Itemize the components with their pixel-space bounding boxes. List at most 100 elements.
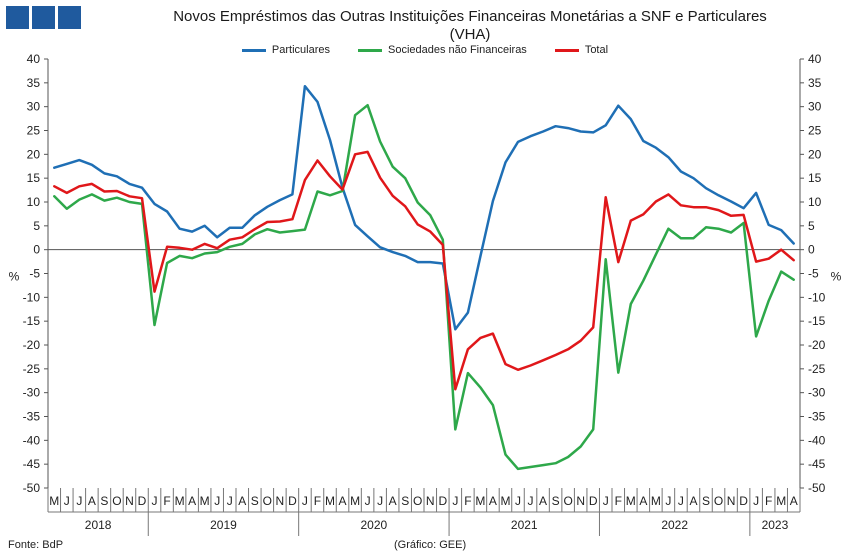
month-tick-label: S [401, 494, 409, 508]
series-line-1 [53, 103, 795, 471]
month-tick-label: J [152, 494, 158, 508]
logo-square [32, 6, 55, 29]
y-tick-label-right: -30 [808, 386, 826, 400]
legend-swatch-total [554, 48, 579, 52]
month-tick-label: J [452, 494, 458, 508]
y-tick-label-right: 35 [808, 76, 822, 90]
month-tick-label: M [651, 494, 661, 508]
y-tick-label-left: -45 [23, 457, 41, 471]
series-line-2 [53, 150, 795, 391]
month-tick-label: J [365, 494, 371, 508]
month-tick-label: O [563, 494, 572, 508]
month-tick-label: J [603, 494, 609, 508]
month-tick-label: A [790, 494, 798, 508]
y-tick-label-left: -30 [23, 386, 41, 400]
year-label: 2023 [762, 518, 789, 532]
y-tick-label-left: 20 [27, 147, 41, 161]
month-tick-label: O [714, 494, 723, 508]
y-tick-label-left: 10 [27, 195, 41, 209]
month-tick-label: O [112, 494, 121, 508]
month-tick-label: A [489, 494, 497, 508]
chart-credit: (Gráfico: GEE) [394, 539, 467, 551]
y-tick-label-left: 35 [27, 76, 41, 90]
legend-label-particulares: Particulares [271, 44, 330, 56]
y-tick-label-right: 5 [808, 219, 815, 233]
month-tick-label: S [702, 494, 710, 508]
month-tick-label: D [438, 494, 447, 508]
month-tick-label: J [302, 494, 308, 508]
y-tick-label-right: -35 [808, 410, 826, 424]
logo-square [58, 6, 81, 29]
legend-label-snf: Sociedades não Financeiras [388, 44, 527, 56]
month-tick-label: M [500, 494, 510, 508]
month-tick-label: N [276, 494, 285, 508]
y-tick-label-left: 5 [33, 219, 40, 233]
month-tick-label: S [100, 494, 108, 508]
chart-title: Novos Empréstimos das Outras Instituiçõe… [90, 8, 850, 44]
chart-title-line1: Novos Empréstimos das Outras Instituiçõe… [173, 8, 767, 25]
month-tick-label: M [200, 494, 210, 508]
y-tick-label-right: -45 [808, 457, 826, 471]
year-label: 2021 [511, 518, 538, 532]
month-tick-label: J [214, 494, 220, 508]
month-tick-label: J [515, 494, 521, 508]
chart-title-line2: (VHA) [449, 26, 491, 43]
month-tick-label: J [528, 494, 534, 508]
y-axis-label-right: % [831, 270, 842, 284]
month-tick-label: S [552, 494, 560, 508]
y-tick-label-right: -50 [808, 481, 826, 495]
month-tick-label: N [426, 494, 435, 508]
month-tick-label: M [626, 494, 636, 508]
month-tick-label: F [163, 494, 170, 508]
legend-item-particulares: Particulares [241, 44, 330, 56]
month-tick-label: F [464, 494, 471, 508]
source-note: Fonte: BdP [8, 539, 64, 551]
month-tick-label: A [539, 494, 547, 508]
month-tick-label: N [727, 494, 736, 508]
month-tick-label: N [125, 494, 134, 508]
month-tick-label: M [350, 494, 360, 508]
month-tick-label: J [76, 494, 82, 508]
month-tick-label: A [689, 494, 697, 508]
y-tick-label-right: 20 [808, 147, 822, 161]
y-tick-label-right: 40 [808, 52, 822, 66]
year-label: 2022 [661, 518, 688, 532]
chart-legend: Particulares Sociedades não Financeiras … [0, 44, 850, 56]
y-tick-label-left: 0 [33, 243, 40, 257]
month-tick-label: J [227, 494, 233, 508]
y-tick-label-left: 30 [27, 100, 41, 114]
y-tick-label-right: 15 [808, 171, 822, 185]
month-tick-label: J [678, 494, 684, 508]
y-tick-label-left: -40 [23, 433, 41, 447]
y-tick-label-right: 30 [808, 100, 822, 114]
month-tick-label: D [739, 494, 748, 508]
y-tick-label-left: -35 [23, 410, 41, 424]
month-tick-label: F [314, 494, 321, 508]
month-tick-label: J [64, 494, 70, 508]
gee-logo [6, 6, 81, 29]
year-label: 2019 [210, 518, 237, 532]
month-tick-label: J [377, 494, 383, 508]
month-tick-label: O [413, 494, 422, 508]
y-tick-label-right: 0 [808, 243, 815, 257]
y-axis-label-left: % [9, 270, 20, 284]
y-tick-label-left: 25 [27, 124, 41, 138]
month-tick-label: S [251, 494, 259, 508]
month-tick-label: M [49, 494, 59, 508]
y-tick-label-right: -40 [808, 433, 826, 447]
month-tick-label: M [475, 494, 485, 508]
month-tick-label: M [175, 494, 185, 508]
month-tick-label: A [339, 494, 347, 508]
y-tick-label-left: -20 [23, 338, 41, 352]
month-tick-label: A [238, 494, 246, 508]
year-label: 2020 [361, 518, 388, 532]
month-tick-label: A [88, 494, 96, 508]
y-tick-label-right: -5 [808, 267, 819, 281]
y-tick-label-left: -50 [23, 481, 41, 495]
y-tick-label-right: 10 [808, 195, 822, 209]
month-tick-label: D [589, 494, 598, 508]
logo-square [6, 6, 29, 29]
y-tick-label-right: -20 [808, 338, 826, 352]
month-tick-label: J [665, 494, 671, 508]
